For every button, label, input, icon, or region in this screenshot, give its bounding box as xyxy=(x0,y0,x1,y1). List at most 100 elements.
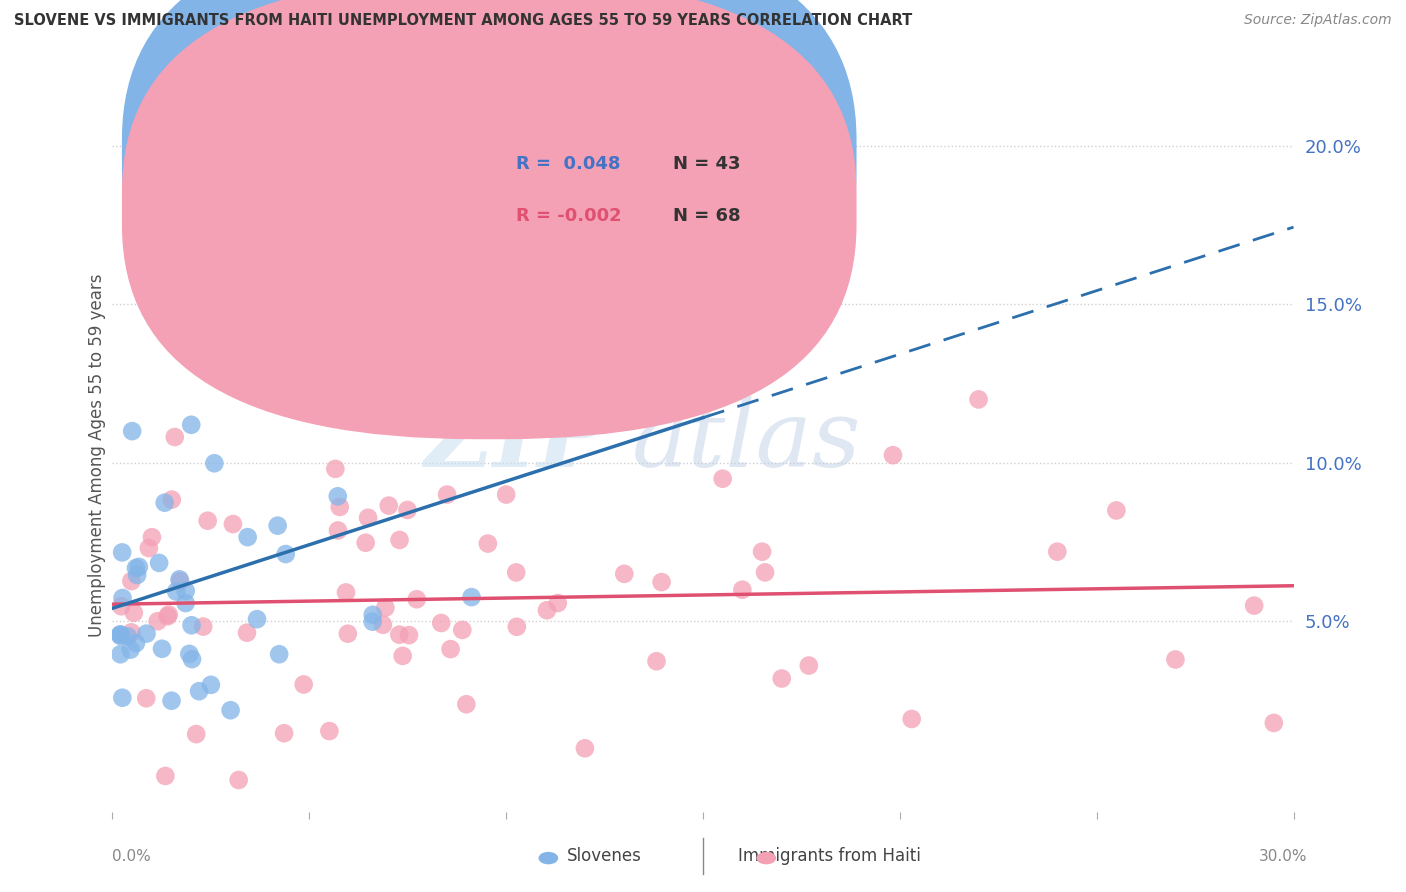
Point xyxy=(141,530,163,544)
Point xyxy=(506,620,529,634)
Point xyxy=(374,600,396,615)
Point xyxy=(186,727,208,741)
FancyBboxPatch shape xyxy=(456,120,810,248)
Point xyxy=(193,619,215,633)
Point xyxy=(156,609,179,624)
Point xyxy=(378,499,401,513)
Text: SLOVENE VS IMMIGRANTS FROM HAITI UNEMPLOYMENT AMONG AGES 55 TO 59 YEARS CORRELAT: SLOVENE VS IMMIGRANTS FROM HAITI UNEMPLO… xyxy=(14,13,912,29)
Point xyxy=(153,496,176,510)
Text: Source: ZipAtlas.com: Source: ZipAtlas.com xyxy=(1244,13,1392,28)
Text: R = -0.002: R = -0.002 xyxy=(516,207,621,226)
Text: atlas: atlas xyxy=(633,396,862,485)
Point xyxy=(163,430,186,444)
Point xyxy=(127,568,149,582)
Point xyxy=(236,530,259,544)
FancyBboxPatch shape xyxy=(122,0,856,439)
Point xyxy=(236,625,259,640)
Text: 30.0%: 30.0% xyxy=(1260,849,1308,863)
Point xyxy=(169,572,191,586)
Point xyxy=(1243,599,1265,613)
Point xyxy=(388,627,411,641)
Point xyxy=(326,489,349,503)
Point xyxy=(361,615,384,629)
Point xyxy=(155,769,177,783)
Point xyxy=(651,575,673,590)
Text: N = 43: N = 43 xyxy=(673,155,741,173)
Point xyxy=(125,561,148,575)
Point xyxy=(391,648,413,663)
Point xyxy=(157,607,180,622)
Point xyxy=(436,487,458,501)
Point xyxy=(335,585,357,599)
Point xyxy=(150,641,173,656)
Point xyxy=(110,647,132,661)
Point xyxy=(1046,544,1069,558)
Point xyxy=(146,614,169,628)
Point xyxy=(160,694,183,708)
Text: ZIP: ZIP xyxy=(425,396,609,485)
Point xyxy=(219,703,242,717)
Point xyxy=(398,628,420,642)
Point xyxy=(169,574,191,589)
Point xyxy=(495,487,517,501)
Point xyxy=(120,574,142,588)
Point xyxy=(160,492,183,507)
Point xyxy=(451,623,474,637)
FancyBboxPatch shape xyxy=(122,0,856,387)
Point xyxy=(110,627,132,641)
Text: Slovenes: Slovenes xyxy=(567,847,643,865)
Point xyxy=(405,592,427,607)
Point xyxy=(179,647,201,661)
Point xyxy=(117,629,139,643)
Point xyxy=(751,544,773,558)
Point xyxy=(536,603,558,617)
Point xyxy=(148,556,170,570)
Point xyxy=(371,617,394,632)
Point xyxy=(135,626,157,640)
Point xyxy=(645,654,668,668)
Point xyxy=(477,536,499,550)
Point xyxy=(122,606,145,620)
Text: N = 68: N = 68 xyxy=(673,207,741,226)
Point xyxy=(274,547,297,561)
Point xyxy=(430,615,453,630)
Point xyxy=(266,518,288,533)
Point xyxy=(882,448,904,462)
Point xyxy=(505,566,527,580)
Point xyxy=(202,456,225,470)
Point xyxy=(128,560,150,574)
Point xyxy=(354,535,377,549)
Point xyxy=(325,462,347,476)
Point xyxy=(1105,503,1128,517)
Point xyxy=(110,629,132,643)
Point xyxy=(125,636,148,650)
Point xyxy=(547,596,569,610)
Point xyxy=(967,392,990,407)
Point xyxy=(111,690,134,705)
Point xyxy=(329,500,352,514)
Point xyxy=(1263,715,1285,730)
Point xyxy=(396,503,419,517)
Point xyxy=(711,472,734,486)
Point xyxy=(200,678,222,692)
Point xyxy=(110,628,132,642)
Point xyxy=(456,698,478,712)
Point xyxy=(797,658,820,673)
Point xyxy=(731,582,754,597)
Point xyxy=(180,417,202,432)
Point xyxy=(318,724,340,739)
Point xyxy=(574,741,596,756)
Point xyxy=(246,612,269,626)
Point xyxy=(388,533,411,547)
Point xyxy=(165,584,187,599)
Point xyxy=(292,677,315,691)
Point xyxy=(188,684,211,698)
Point xyxy=(228,772,250,787)
Point xyxy=(197,514,219,528)
Point xyxy=(357,510,380,524)
Point xyxy=(174,596,197,610)
Text: R =  0.048: R = 0.048 xyxy=(516,155,621,173)
Point xyxy=(222,516,245,531)
Point xyxy=(211,154,233,169)
Point xyxy=(111,591,134,605)
